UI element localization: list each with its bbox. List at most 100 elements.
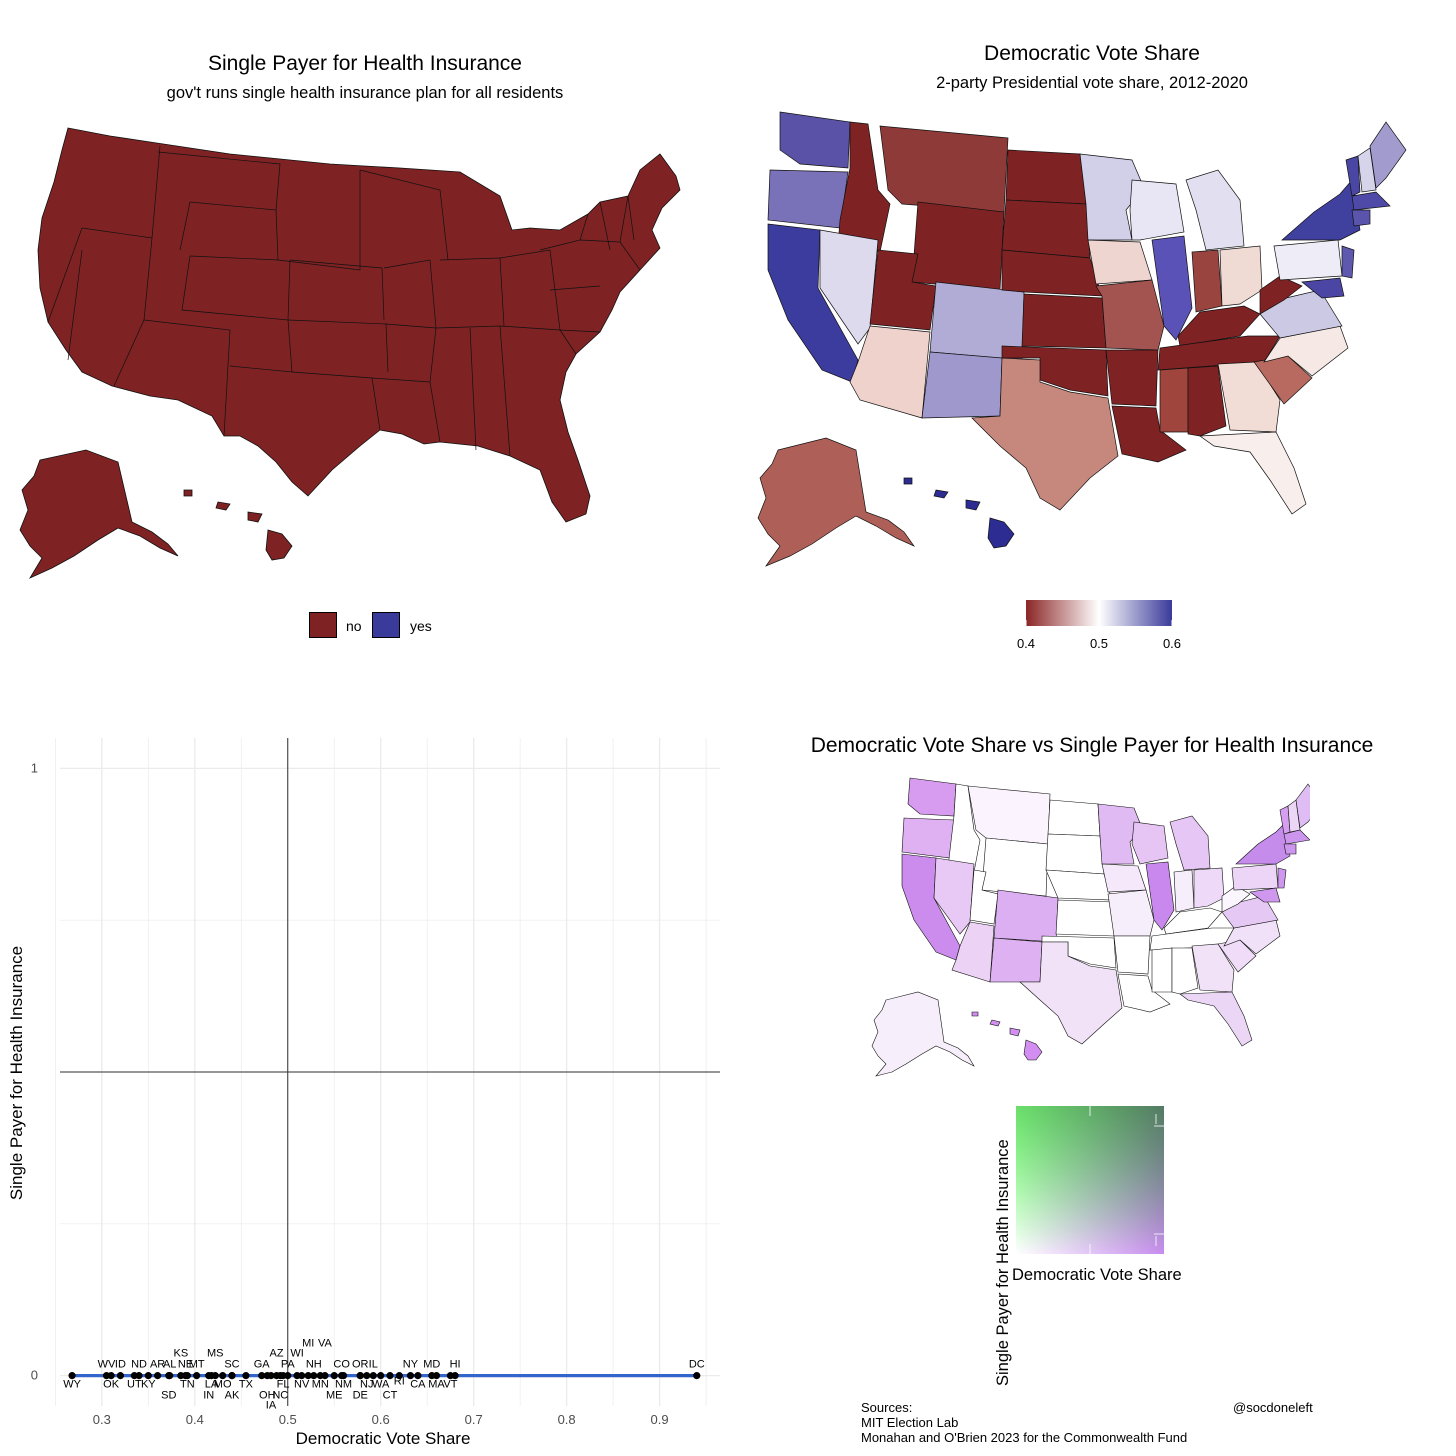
sources-block: Sources: MIT Election Lab Monahan and O'… bbox=[861, 1400, 1187, 1445]
point-label-ar: AR bbox=[150, 1359, 165, 1371]
bi-sd bbox=[1045, 833, 1105, 875]
point-label-me: ME bbox=[326, 1390, 343, 1402]
state-mn bbox=[1079, 153, 1145, 241]
sources-line-2: Monahan and O'Brien 2023 for the Commonw… bbox=[861, 1430, 1188, 1445]
state-ny bbox=[1281, 179, 1361, 241]
point-label-fl: FL bbox=[277, 1379, 290, 1391]
state-ms bbox=[1159, 367, 1189, 433]
state-mi bbox=[1185, 169, 1245, 251]
point-label-or: OR bbox=[352, 1359, 369, 1371]
state-fl bbox=[1198, 431, 1307, 515]
state-me bbox=[1369, 121, 1407, 189]
y-tick-label: 0 bbox=[31, 1368, 38, 1383]
dem-share-map-subtitle: 2-party Presidential vote share, 2012-20… bbox=[936, 74, 1248, 92]
point-label-ga: GA bbox=[254, 1359, 271, 1371]
bivariate-map-title: Democratic Vote Share vs Single Payer fo… bbox=[810, 734, 1374, 757]
point-label-il: IL bbox=[369, 1359, 378, 1371]
state-hi-maui bbox=[965, 499, 981, 511]
x-tick-label: 0.7 bbox=[465, 1412, 483, 1427]
point-label-vt: VT bbox=[443, 1379, 457, 1391]
bivariate-legend-x-label: Democratic Vote Share bbox=[1012, 1266, 1182, 1284]
single-payer-map bbox=[19, 127, 681, 579]
state-tx bbox=[971, 357, 1119, 511]
state-nv bbox=[819, 229, 879, 345]
point-label-nv: NV bbox=[294, 1379, 310, 1391]
state-or bbox=[767, 169, 849, 229]
point-dc bbox=[693, 1372, 701, 1380]
state-ak bbox=[757, 437, 916, 567]
legend-label-yes: yes bbox=[410, 618, 432, 634]
point-label-ms: MS bbox=[207, 1348, 224, 1360]
bi-la bbox=[1117, 973, 1171, 1013]
state-oh bbox=[1219, 245, 1263, 307]
point-label-mi: MI bbox=[302, 1338, 314, 1350]
point-label-wy: WY bbox=[63, 1379, 81, 1391]
state-ct bbox=[1351, 209, 1371, 227]
point-label-wi: WI bbox=[290, 1348, 303, 1360]
bi-wi bbox=[1131, 821, 1169, 865]
point-label-ma: MA bbox=[428, 1379, 445, 1391]
state-in bbox=[1191, 249, 1223, 313]
point-label-mn: MN bbox=[312, 1379, 329, 1391]
state-borders bbox=[47, 145, 641, 457]
point-wy bbox=[68, 1372, 76, 1380]
point-tx bbox=[242, 1372, 250, 1380]
state-nm bbox=[921, 351, 1003, 419]
state-ne bbox=[1001, 249, 1103, 297]
scatter-y-ticks: 01 bbox=[31, 760, 38, 1382]
hawaii-kauai bbox=[183, 489, 193, 497]
bi-wa bbox=[907, 777, 957, 817]
point-label-ut: UT bbox=[127, 1379, 142, 1391]
point-label-ct: CT bbox=[383, 1390, 398, 1402]
bi-oh bbox=[1193, 867, 1225, 909]
alaska-shape bbox=[19, 449, 179, 579]
legend-swatch-no bbox=[309, 612, 337, 638]
bi-nm bbox=[989, 937, 1043, 983]
state-wi bbox=[1129, 179, 1185, 241]
bivariate-map bbox=[871, 777, 1310, 1077]
dem-share-map-title: Democratic Vote Share bbox=[984, 42, 1200, 65]
point-me bbox=[330, 1372, 338, 1380]
bi-hi-oahu bbox=[989, 1019, 1001, 1027]
bi-co bbox=[993, 889, 1059, 943]
point-nd bbox=[135, 1372, 143, 1380]
point-label-nj: NJ bbox=[360, 1379, 373, 1391]
point-nj bbox=[363, 1372, 371, 1380]
bi-mn bbox=[1097, 803, 1143, 865]
point-label-mo: MO bbox=[214, 1379, 232, 1391]
point-id bbox=[116, 1372, 125, 1380]
point-ma bbox=[432, 1372, 441, 1380]
point-ct bbox=[386, 1372, 394, 1380]
bivariate-legend bbox=[1016, 1106, 1164, 1254]
point-ny bbox=[406, 1372, 415, 1380]
point-label-nh: NH bbox=[306, 1359, 322, 1371]
conus-shape bbox=[37, 127, 681, 523]
legend-label-no: no bbox=[346, 618, 362, 634]
point-label-oh: OH bbox=[259, 1390, 276, 1402]
point-label-sc: SC bbox=[224, 1359, 239, 1371]
x-tick-label: 0.4 bbox=[186, 1412, 204, 1427]
state-vt bbox=[1345, 155, 1361, 197]
point-mo bbox=[219, 1372, 227, 1380]
point-wa bbox=[377, 1372, 385, 1380]
author-handle: @socdoneleft bbox=[1233, 1400, 1313, 1415]
bi-al bbox=[1171, 947, 1199, 995]
point-ky bbox=[144, 1372, 152, 1380]
colorbar-tick-1: 0.5 bbox=[1090, 636, 1108, 651]
state-ks bbox=[1021, 293, 1107, 349]
state-ma bbox=[1351, 191, 1391, 211]
point-label-al: AL bbox=[163, 1359, 176, 1371]
point-label-co: CO bbox=[333, 1359, 350, 1371]
bi-or bbox=[901, 817, 955, 859]
bi-ks bbox=[1055, 899, 1115, 937]
bi-nv bbox=[933, 857, 975, 935]
colorbar-tick-0: 0.4 bbox=[1017, 636, 1035, 651]
x-tick-label: 0.8 bbox=[558, 1412, 576, 1427]
point-label-hi: HI bbox=[450, 1359, 461, 1371]
point-label-ia: IA bbox=[266, 1400, 277, 1412]
state-nh bbox=[1357, 147, 1377, 193]
state-mt bbox=[879, 125, 1009, 213]
state-wy bbox=[911, 201, 1005, 291]
